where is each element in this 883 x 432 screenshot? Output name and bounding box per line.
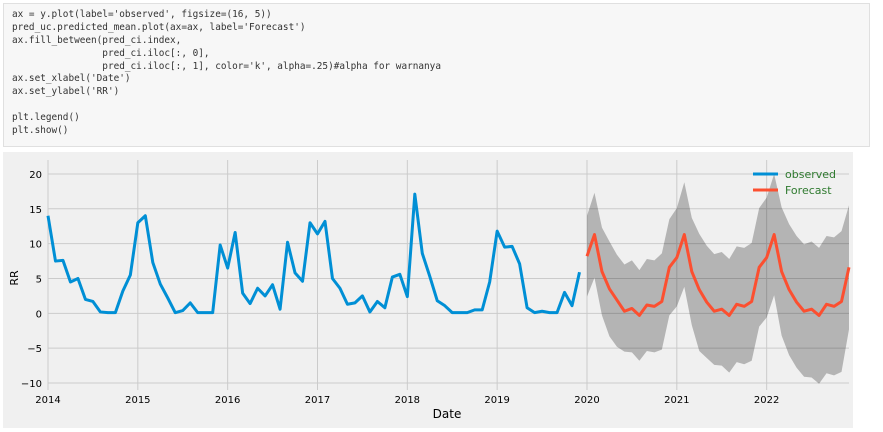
- x-tick-label: 2016: [215, 395, 240, 406]
- x-tick-label: 2018: [395, 395, 420, 406]
- code-line: pred_ci.iloc[:, 1], color='k', alpha=.25…: [12, 60, 441, 72]
- x-axis-label: Date: [433, 407, 462, 421]
- y-tick-label: 0: [36, 309, 42, 320]
- x-tick-label: 2019: [484, 395, 509, 406]
- series-line-forecast: [585, 233, 851, 317]
- y-ticks: −10 −5 0 5 10 15 20: [21, 170, 42, 390]
- y-tick-label: 20: [29, 170, 42, 181]
- confidence-band-area: [586, 173, 849, 384]
- series-lines: [46, 192, 851, 317]
- code-line: ax.set_xlabel('Date'): [12, 73, 131, 85]
- x-tick-label: 2017: [305, 395, 330, 406]
- series-line-observed: [46, 192, 581, 315]
- grid: [47, 160, 849, 390]
- y-tick-label: 15: [29, 205, 42, 216]
- x-tick-label: 2020: [574, 395, 599, 406]
- legend: observed Forecast: [753, 168, 836, 197]
- y-tick-label: 5: [36, 274, 42, 285]
- legend-label-observed: observed: [785, 168, 836, 181]
- figure-background: [3, 152, 853, 428]
- output-area: −10 −5 0 5 10 15 20 2014 2015 2016 2017 2018 2019 20…: [3, 152, 853, 428]
- code-line: ax = y.plot(label='observed', figsize=(1…: [12, 9, 272, 20]
- confidence-band: [586, 173, 849, 384]
- x-ticks: 2014 2015 2016 2017 2018 2019 2020 2021 2022: [35, 395, 779, 406]
- code-line: ax.set_ylabel('RR'): [12, 86, 120, 98]
- x-tick-label: 2021: [664, 395, 689, 406]
- code-line: ax.fill_between(pred_ci.index,: [12, 34, 182, 46]
- code-line: plt.show(): [12, 125, 69, 137]
- code-line: plt.legend(): [12, 112, 80, 124]
- code-line: pred_uc.predicted_mean.plot(ax=ax, label…: [12, 21, 306, 33]
- y-axis-label: RR: [8, 270, 21, 286]
- y-tick-label: 10: [29, 240, 42, 251]
- y-tick-label: −10: [21, 379, 42, 390]
- legend-label-forecast: Forecast: [785, 184, 832, 197]
- x-tick-label: 2014: [35, 395, 60, 406]
- code-cell[interactable]: ax = y.plot(label='observed', figsize=(1…: [3, 3, 870, 147]
- code-line: [12, 99, 869, 112]
- y-tick-label: −5: [27, 344, 42, 355]
- x-tick-label: 2015: [125, 395, 150, 406]
- code-line: pred_ci.iloc[:, 0],: [12, 47, 210, 59]
- x-tick-label: 2022: [754, 395, 779, 406]
